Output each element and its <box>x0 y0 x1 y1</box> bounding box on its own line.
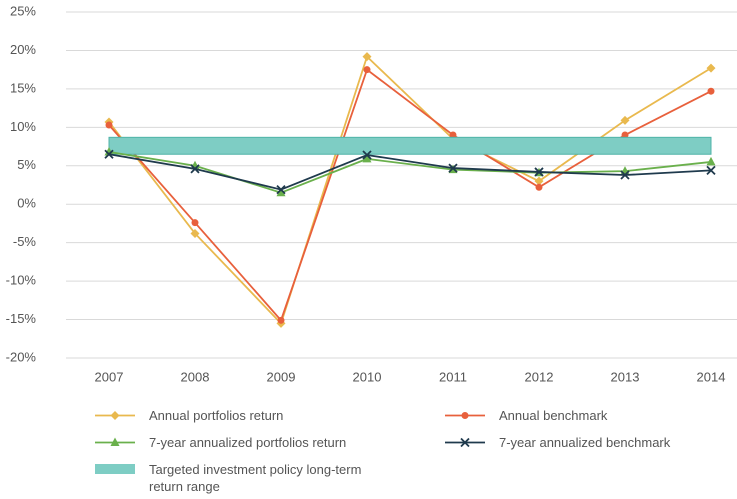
x-tick-label: 2013 <box>611 369 640 384</box>
series-line <box>108 153 712 191</box>
x-tick-label: 2011 <box>439 369 467 384</box>
legend-label: 7-year annualized portfolios return <box>149 435 347 450</box>
marker <box>363 66 371 74</box>
y-tick-label: 10% <box>10 119 36 134</box>
y-tick-label: -5% <box>13 234 37 249</box>
marker <box>276 187 286 197</box>
marker <box>535 183 543 191</box>
legend-swatch <box>95 464 135 474</box>
legend-icon <box>95 464 135 474</box>
legend-icon <box>445 437 485 448</box>
x-tick-label: 2007 <box>95 369 124 384</box>
legend-icon <box>95 411 135 420</box>
y-tick-label: -10% <box>6 273 37 288</box>
marker <box>276 184 286 195</box>
marker <box>110 437 120 446</box>
marker <box>190 164 200 174</box>
legend-item: Annual portfolios return <box>95 407 283 424</box>
x-tick-label: 2008 <box>181 369 210 384</box>
marker <box>534 167 544 177</box>
legend-item: 7-year annualized benchmark <box>445 434 670 451</box>
legend-item: Targeted investment policy long-term ret… <box>95 461 384 495</box>
marker <box>104 149 114 159</box>
marker <box>449 131 457 139</box>
x-tick-label: 2014 <box>697 369 726 384</box>
marker <box>362 150 372 160</box>
marker <box>707 87 715 95</box>
marker <box>706 165 716 176</box>
marker <box>105 121 113 129</box>
marker <box>110 411 120 420</box>
marker <box>620 115 630 125</box>
marker <box>706 156 716 166</box>
x-tick-label: 2012 <box>525 369 554 384</box>
series-line <box>108 151 712 194</box>
target-band <box>108 136 712 155</box>
series-line <box>108 68 712 323</box>
y-tick-label: 5% <box>17 157 36 172</box>
x-tick-label: 2010 <box>353 369 382 384</box>
legend-label: 7-year annualized benchmark <box>499 435 671 450</box>
marker <box>460 437 470 448</box>
marker <box>191 219 199 227</box>
marker <box>190 228 200 238</box>
marker <box>461 412 469 419</box>
marker <box>362 52 372 62</box>
y-tick-label: -20% <box>6 349 37 364</box>
marker <box>362 153 372 163</box>
marker <box>448 163 458 173</box>
legend-item: 7-year annualized portfolios return <box>95 434 346 451</box>
legend-icon <box>445 412 485 419</box>
y-tick-label: 0% <box>17 196 36 211</box>
y-tick-label: -15% <box>6 311 37 326</box>
y-tick-label: 15% <box>10 80 36 95</box>
legend-item: Annual benchmark <box>445 407 607 424</box>
legend-label: Targeted investment policy long-term ret… <box>149 462 362 494</box>
y-tick-label: 25% <box>10 3 36 18</box>
chart: -20% -15% -10% -5% 0% 5% 10% 15% 20% 25% 2007 2008 2… <box>6 3 737 384</box>
legend-icon <box>95 437 135 446</box>
legend-label: Annual benchmark <box>499 408 608 423</box>
marker <box>706 63 716 73</box>
y-tick-label: 20% <box>10 42 36 57</box>
x-tick-label: 2009 <box>267 369 296 384</box>
marker <box>620 170 630 180</box>
legend-label: Annual portfolios return <box>149 408 284 423</box>
marker <box>621 131 629 139</box>
marker <box>534 176 544 186</box>
marker <box>104 146 114 156</box>
marker <box>277 316 285 324</box>
series-line <box>108 54 712 326</box>
